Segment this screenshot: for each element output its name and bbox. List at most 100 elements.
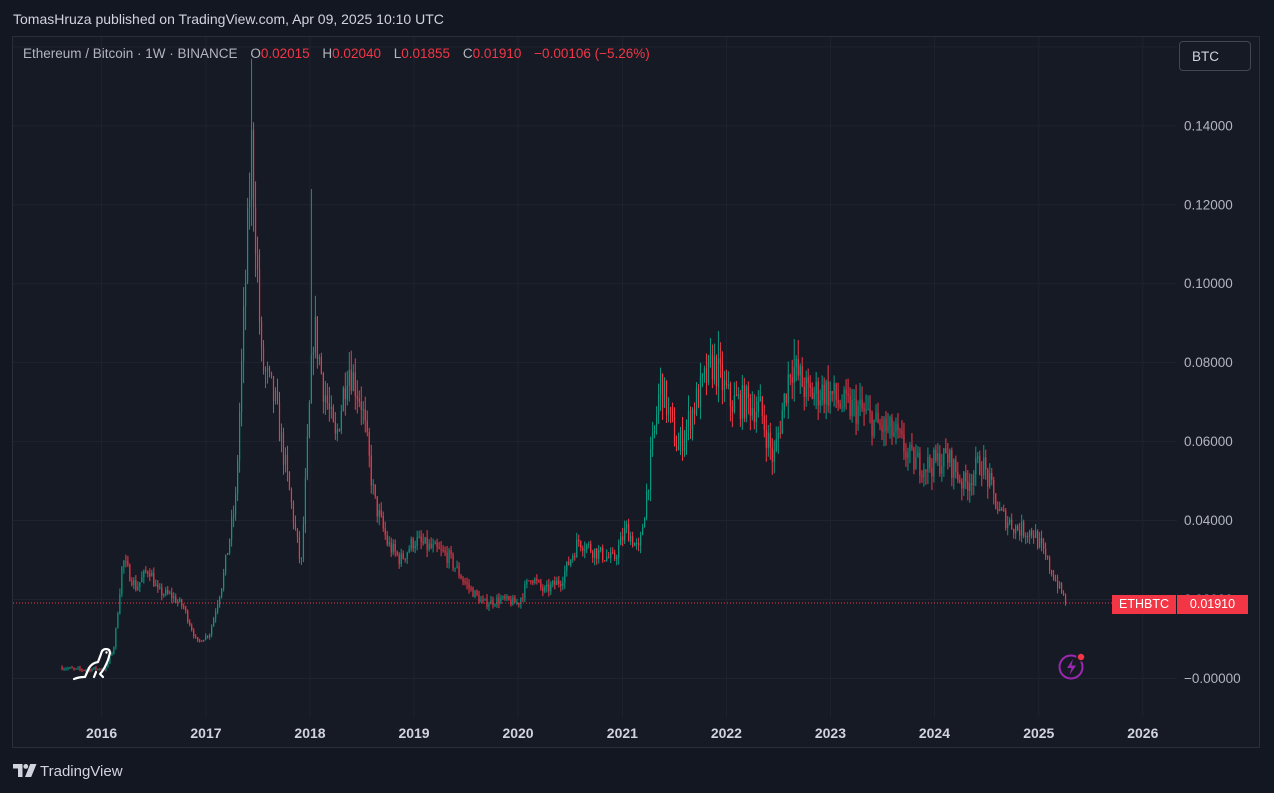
candle	[723, 370, 725, 402]
candle	[606, 549, 608, 562]
candle	[943, 447, 945, 477]
candle	[929, 454, 931, 473]
candle	[416, 530, 418, 551]
candle	[817, 377, 819, 420]
candle	[1037, 529, 1039, 550]
candle	[268, 365, 271, 378]
legend-symbol[interactable]: Ethereum / Bitcoin · 1W · BINANCE	[23, 46, 238, 61]
candle	[350, 350, 352, 395]
candle	[640, 531, 642, 554]
y-tick-label: −0.00000	[1184, 671, 1241, 686]
candle	[638, 537, 640, 552]
candle	[663, 377, 666, 408]
candle	[823, 377, 825, 414]
candle	[292, 500, 295, 530]
candle	[576, 532, 578, 558]
candle	[1047, 555, 1049, 560]
currency-button[interactable]: BTC	[1179, 41, 1251, 71]
candle	[851, 388, 853, 423]
candle	[338, 428, 340, 432]
candle	[504, 594, 506, 601]
legend-high-label: H	[322, 46, 333, 61]
candle	[919, 446, 921, 484]
candle	[482, 595, 484, 604]
candle	[1039, 532, 1041, 549]
candle	[153, 567, 155, 587]
candle	[863, 402, 865, 426]
candle	[861, 386, 863, 412]
candle	[300, 557, 303, 565]
ethbtc-weekly-chart[interactable]: −0.000000.020000.040000.060000.080000.10…	[13, 37, 1259, 747]
candle	[735, 381, 737, 397]
candle	[655, 406, 658, 435]
candle	[414, 540, 416, 554]
candle	[847, 378, 849, 404]
legend-close-value: 0.01910	[472, 46, 522, 61]
candle	[328, 386, 330, 422]
candle	[231, 509, 233, 547]
chart-pane[interactable]: −0.000000.020000.040000.060000.080000.10…	[12, 36, 1260, 748]
candle	[426, 530, 428, 558]
candle	[386, 530, 388, 547]
candle	[937, 442, 939, 467]
candle	[464, 577, 466, 586]
lightning-icon[interactable]	[1053, 646, 1093, 686]
candle	[881, 416, 883, 441]
candle	[478, 590, 480, 604]
candle	[193, 628, 195, 639]
candle	[977, 452, 979, 464]
dino-icon[interactable]	[70, 640, 118, 688]
candle	[805, 370, 807, 407]
candle	[751, 391, 753, 421]
candle	[791, 359, 793, 400]
candle	[955, 455, 957, 479]
candle	[1048, 555, 1051, 574]
candle	[384, 521, 386, 540]
candle	[372, 479, 374, 495]
candle	[667, 397, 670, 423]
candle	[304, 467, 307, 534]
candle	[594, 548, 596, 566]
candle	[803, 377, 805, 411]
candle	[807, 368, 809, 401]
candle	[71, 665, 73, 669]
candle	[446, 545, 448, 569]
candle	[183, 603, 185, 610]
candle	[201, 640, 203, 642]
candle	[827, 365, 829, 413]
candle	[442, 545, 444, 553]
candle	[669, 406, 672, 424]
candle	[975, 446, 977, 486]
publisher-info: TomasHruza published on TradingView.com,…	[13, 11, 444, 27]
candle	[410, 536, 412, 552]
candle	[731, 400, 733, 428]
candle	[564, 565, 566, 589]
candle	[649, 436, 652, 502]
candle	[75, 668, 77, 670]
tradingview-logo-icon[interactable]	[13, 764, 37, 778]
candle	[979, 450, 981, 476]
candle	[596, 547, 598, 565]
tradingview-brand[interactable]: TradingView	[40, 763, 123, 780]
candle	[626, 520, 628, 534]
candle	[989, 463, 991, 489]
candle	[590, 540, 592, 554]
candle	[278, 391, 281, 442]
candle	[1058, 580, 1061, 590]
candle	[891, 413, 893, 445]
candle	[737, 387, 739, 400]
candle	[833, 375, 835, 407]
y-tick-label: 0.04000	[1184, 513, 1233, 528]
candle	[769, 422, 771, 460]
candle	[647, 489, 650, 501]
candle	[645, 483, 648, 521]
candle	[141, 571, 143, 583]
candle	[470, 585, 472, 592]
candle	[825, 379, 827, 420]
candle	[683, 430, 686, 457]
candle	[971, 474, 973, 496]
candle	[783, 392, 785, 419]
candle	[566, 561, 568, 577]
candle	[821, 375, 823, 406]
candle	[330, 395, 332, 419]
